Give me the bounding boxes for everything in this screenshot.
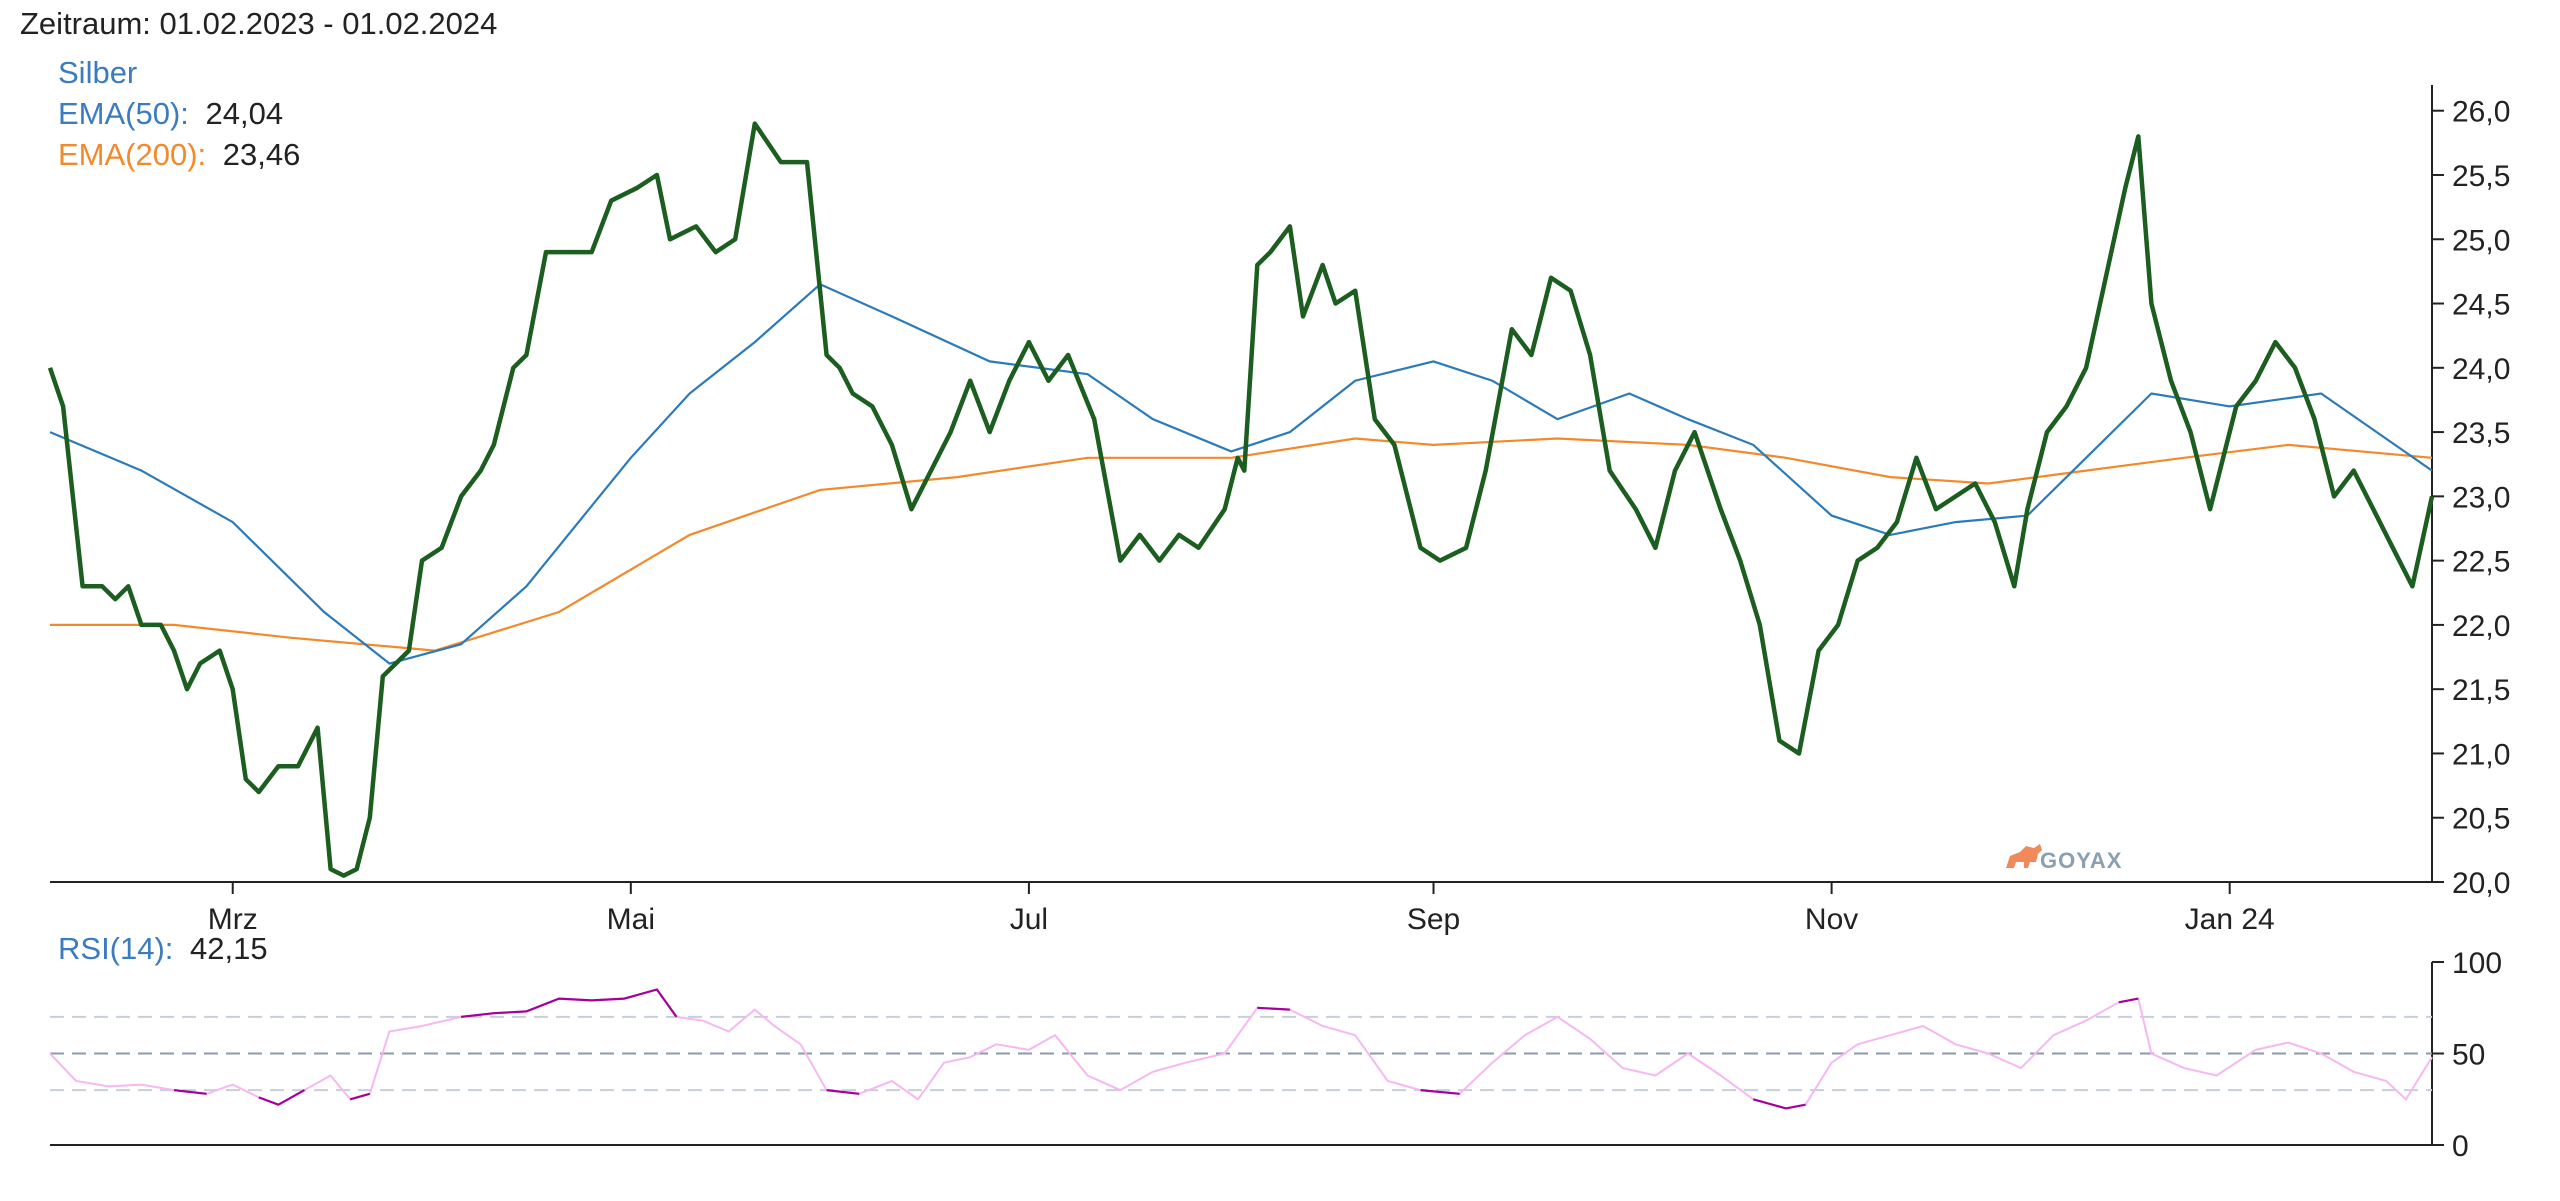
price-y-tick-label: 23,0 bbox=[2452, 481, 2510, 514]
ema50-line bbox=[49, 283, 2433, 665]
price-y-tick-label: 24,0 bbox=[2452, 353, 2510, 386]
watermark: GOYAX bbox=[2006, 844, 2122, 873]
price-x-tick-label: Sep bbox=[1407, 903, 1460, 936]
legend-rsi-value: 42,15 bbox=[190, 931, 268, 966]
price-y-tick-label: 24,5 bbox=[2452, 289, 2510, 322]
legend-ema200: EMA(200): 23,46 bbox=[58, 137, 300, 172]
bull-icon bbox=[2006, 844, 2042, 868]
price-panel: 20,0 20,5 21,0 21,5 22,0 22,5 23,0 23,5 24,0 24,5… bbox=[47, 85, 2510, 936]
rsi-y-ticks: 0 50 100 bbox=[2432, 947, 2502, 1163]
legend-ema50-value: 24,04 bbox=[206, 96, 284, 131]
price-y-tick-label: 20,0 bbox=[2452, 867, 2510, 900]
watermark-text: GOYAX bbox=[2040, 848, 2122, 873]
price-x-tick-label: Jul bbox=[1010, 903, 1048, 936]
price-y-tick-label: 23,5 bbox=[2452, 417, 2510, 450]
rsi-panel: 0 50 100 bbox=[49, 947, 2502, 1163]
price-y-tick-label: 25,0 bbox=[2452, 224, 2510, 257]
legend-ema200-label: EMA(200): bbox=[58, 137, 206, 172]
rsi-line bbox=[49, 988, 2433, 1110]
legend-ema50-label: EMA(50): bbox=[58, 96, 189, 131]
price-y-tick-label: 20,5 bbox=[2452, 803, 2510, 836]
price-y-tick-label: 21,5 bbox=[2452, 674, 2510, 707]
rsi-y-tick-label: 0 bbox=[2452, 1130, 2469, 1163]
legend-ema200-value: 23,46 bbox=[223, 137, 301, 172]
silver-price-line bbox=[47, 121, 2435, 878]
price-y-tick-label: 25,5 bbox=[2452, 160, 2510, 193]
price-x-tick-label: Nov bbox=[1805, 903, 1858, 936]
price-x-tick-label: Mai bbox=[607, 903, 655, 936]
legend-series-name: Silber bbox=[58, 55, 137, 90]
legend-ema50: EMA(50): 24,04 bbox=[58, 96, 283, 131]
ema200-line bbox=[50, 437, 2433, 652]
rsi-y-tick-label: 100 bbox=[2452, 947, 2502, 980]
price-y-tick-label: 22,5 bbox=[2452, 546, 2510, 579]
legend-rsi: RSI(14): 42,15 bbox=[58, 931, 268, 966]
period-label: Zeitraum: 01.02.2023 - 01.02.2024 bbox=[20, 6, 497, 41]
price-x-tick-label: Mrz bbox=[208, 903, 258, 936]
price-y-ticks: 20,0 20,5 21,0 21,5 22,0 22,5 23,0 23,5 24,0 24,5… bbox=[2432, 96, 2510, 900]
rsi-oversold-line bbox=[174, 1090, 2406, 1108]
rsi-y-tick-label: 50 bbox=[2452, 1039, 2485, 1072]
rsi-overbought-line bbox=[460, 988, 2139, 1018]
price-x-ticks: Mrz Mai Jul Sep Nov Jan 24 bbox=[208, 882, 2275, 936]
price-y-tick-label: 26,0 bbox=[2452, 96, 2510, 129]
price-x-tick-label: Jan 24 bbox=[2185, 903, 2275, 936]
legend-rsi-label: RSI(14): bbox=[58, 931, 173, 966]
price-y-tick-label: 22,0 bbox=[2452, 610, 2510, 643]
price-y-tick-label: 21,0 bbox=[2452, 738, 2510, 771]
